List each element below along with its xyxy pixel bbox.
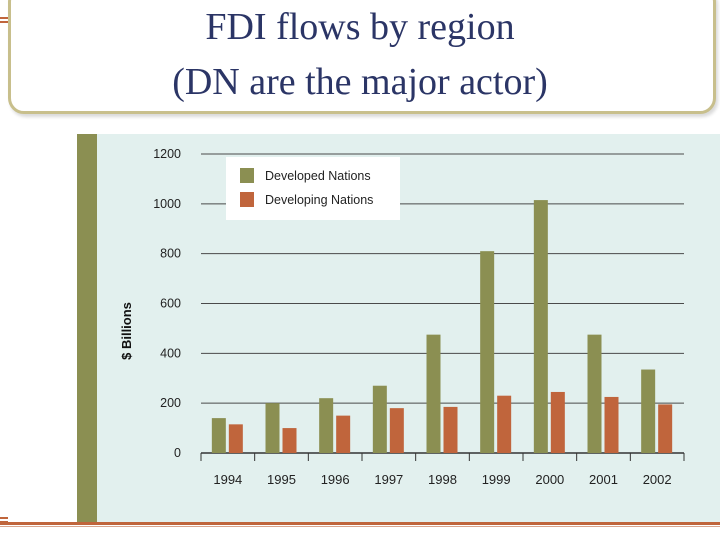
x-tick-label: 1998: [428, 472, 457, 487]
bar-developing-1995: [282, 428, 297, 453]
x-tick-label: 1999: [482, 472, 511, 487]
y-tick-label: 200: [160, 396, 181, 410]
y-axis-title: $ Billions: [119, 302, 134, 360]
y-tick-label: 1000: [153, 197, 181, 211]
bar-developed-1999: [480, 251, 495, 453]
y-tick-label: 600: [160, 297, 181, 311]
slide-title-line-1: FDI flows by region: [205, 6, 515, 48]
y-tick-labels: 0 200 400 600 800 1000 1200: [153, 147, 181, 460]
bar-developing-1998: [443, 406, 458, 453]
bars: [211, 200, 673, 453]
y-tick-label: 800: [160, 247, 181, 261]
legend-swatch: [240, 192, 254, 207]
x-tick-labels: 1994 1995 1996 1997 1998 1999 2000 2001 2002: [213, 472, 671, 487]
gridlines: [200, 153, 685, 461]
bar-developing-2002: [658, 404, 673, 453]
left-edge-mark: [0, 517, 8, 519]
x-tick-label: 2001: [589, 472, 618, 487]
x-tick-label: 2000: [535, 472, 564, 487]
title-box: [8, 0, 716, 114]
legend-background: [226, 157, 400, 220]
bar-developing-2000: [550, 391, 565, 453]
legend-label: Developing Nations: [265, 193, 373, 207]
x-tick-label: 1996: [321, 472, 350, 487]
bar-developed-1997: [372, 385, 387, 453]
footer-rule: [0, 522, 720, 525]
x-tick-label: 1995: [267, 472, 296, 487]
bar-developed-2001: [587, 334, 602, 453]
bar-developing-1994: [228, 424, 243, 453]
y-tick-label: 1200: [153, 147, 181, 161]
bar-developed-1998: [426, 334, 441, 453]
footer-rule-thin: [0, 526, 720, 527]
x-tick-label: 1994: [213, 472, 242, 487]
y-tick-label: 0: [174, 446, 181, 460]
bar-developing-1999: [497, 395, 512, 453]
bar-developing-2001: [604, 396, 619, 453]
bar-developed-2000: [533, 200, 548, 453]
bar-developing-1997: [389, 408, 404, 453]
y-tick-label: 400: [160, 346, 181, 360]
bar-developed-1994: [211, 418, 226, 453]
x-tick-label: 1997: [374, 472, 403, 487]
legend-label: Developed Nations: [265, 169, 371, 183]
left-edge-mark: [0, 17, 8, 19]
bar-developed-1995: [265, 403, 280, 453]
bar-developed-1996: [319, 398, 334, 453]
chart-sidebar-strip: [77, 134, 97, 522]
x-tick-label: 2002: [643, 472, 672, 487]
legend-swatch: [240, 168, 254, 183]
slide-title-line-2: (DN are the major actor): [172, 61, 548, 103]
bar-developing-1996: [336, 415, 351, 453]
bar-developed-2002: [641, 369, 656, 453]
left-edge-mark: [0, 21, 8, 23]
legend: Developed Nations Developing Nations: [226, 157, 400, 220]
